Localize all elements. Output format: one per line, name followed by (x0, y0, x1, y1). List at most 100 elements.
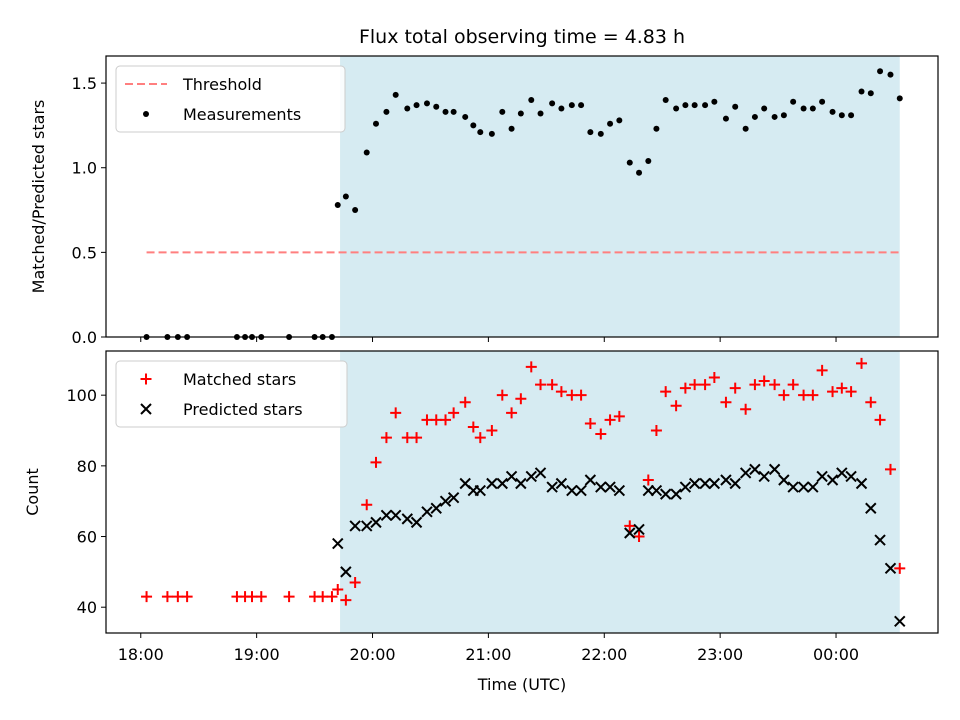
matched-star-point (650, 425, 662, 437)
predicted-star-point (430, 502, 442, 514)
predicted-star-point (768, 463, 781, 476)
predicted-star-point (575, 484, 587, 497)
measurement-point (800, 105, 807, 112)
matched-star-point (679, 382, 691, 394)
matched-star-point (411, 432, 423, 444)
y-tick-label: 1.0 (72, 159, 97, 178)
measurement-point (819, 98, 826, 105)
measurement-point (334, 201, 341, 208)
bottom-panel: 40 60 80 100 18:00 19:00 20:00 21:00 22:00 23:00 0… (23, 350, 939, 694)
measurement-point (780, 112, 787, 119)
matched-star-point (798, 389, 810, 401)
matched-star-point (172, 591, 184, 603)
matched-star-point (361, 499, 373, 511)
measurement-point (578, 102, 585, 109)
matched-star-point (255, 591, 267, 603)
measurement-point (771, 113, 778, 120)
y-axis-label: Count (23, 468, 42, 516)
measurement-point (702, 102, 709, 109)
measurement-point (809, 105, 816, 112)
predicted-star-point (855, 477, 868, 490)
predicted-star-point (659, 488, 672, 500)
predicted-star-point (410, 516, 423, 529)
plot-frame (105, 350, 939, 634)
y-tick-label: 40 (77, 598, 97, 617)
matched-star-point (787, 379, 799, 391)
predicted-star-point (496, 477, 509, 490)
matched-star-point (430, 414, 442, 426)
predicted-star-point (729, 477, 741, 490)
predicted-star-point (340, 566, 352, 578)
matched-star-point (506, 407, 518, 419)
predicted-star-point (555, 477, 568, 490)
x-tick-label: 22:00 (581, 645, 627, 664)
matched-star-point (689, 379, 701, 391)
measurement-point (662, 97, 669, 104)
plot-frame (105, 55, 939, 338)
legend-label: Measurements (183, 105, 301, 124)
matched-star-point (670, 400, 682, 412)
measurement-point (607, 120, 614, 127)
chart-title: Flux total observing time = 4.83 h (359, 26, 685, 48)
legend-measurement-swatch (143, 111, 149, 117)
predicted-star-point (380, 509, 393, 522)
measurement-point (423, 100, 430, 107)
legend-label: Predicted stars (183, 400, 303, 419)
predicted-star-point (749, 463, 761, 476)
legend-matched-swatch (140, 373, 152, 385)
matched-star-point (535, 379, 547, 391)
matched-star-point (440, 414, 452, 426)
measurement-point (470, 122, 477, 129)
measurement-point (838, 112, 845, 119)
measurement-point (626, 159, 633, 166)
predicted-star-point (389, 509, 402, 522)
measurement-point (372, 120, 379, 127)
matched-star-point (660, 386, 672, 398)
predicted-star-point (546, 481, 558, 493)
x-tick-label: 19:00 (234, 645, 280, 664)
matched-star-point (699, 379, 711, 391)
measurement-point (858, 88, 865, 95)
measurement-point (691, 102, 698, 109)
legend-box (115, 360, 348, 428)
matched-star-point (720, 396, 732, 408)
predicted-star-point (525, 470, 537, 483)
legend-label: Threshold (182, 75, 262, 94)
predicted-star-point (505, 470, 518, 483)
predicted-star-point (778, 474, 790, 486)
measurement-point (790, 98, 797, 105)
measurement-point (877, 68, 884, 75)
matched-star-point (584, 417, 596, 429)
matched-star-point (816, 364, 828, 376)
measurement-point (558, 105, 565, 112)
predicted-star-point (642, 484, 655, 497)
matched-star-point (749, 379, 761, 391)
matched-star-point (769, 379, 781, 391)
predicted-star-point (884, 562, 897, 575)
matched-star-point (161, 591, 173, 603)
predicted-star-point (797, 481, 810, 493)
measurement-point (568, 102, 575, 109)
matched-star-point (894, 562, 906, 574)
matched-star-point (604, 414, 616, 426)
measurement-point (488, 130, 495, 137)
y-axis-label: Matched/Predicted stars (29, 100, 48, 294)
matched-star-point (467, 421, 479, 433)
matched-star-point (827, 386, 839, 398)
measurement-point (528, 97, 535, 104)
predicted-star-point (836, 467, 848, 479)
y-tick-label: 0.5 (72, 243, 97, 262)
measurement-point (392, 91, 399, 98)
matched-star-point (856, 357, 868, 369)
predicted-star-point (361, 520, 373, 532)
matched-star-point (555, 386, 567, 398)
measurement-point (363, 149, 370, 156)
predicted-star-point (332, 537, 344, 550)
matched-star-point (874, 414, 886, 426)
top-panel: 0.0 0.5 1.0 1.5 Matched/Predicted stars Thres… (29, 55, 939, 347)
matched-star-point (865, 396, 877, 408)
predicted-star-point (739, 467, 752, 479)
predicted-star-point (447, 491, 460, 504)
matched-star-point (595, 428, 607, 440)
